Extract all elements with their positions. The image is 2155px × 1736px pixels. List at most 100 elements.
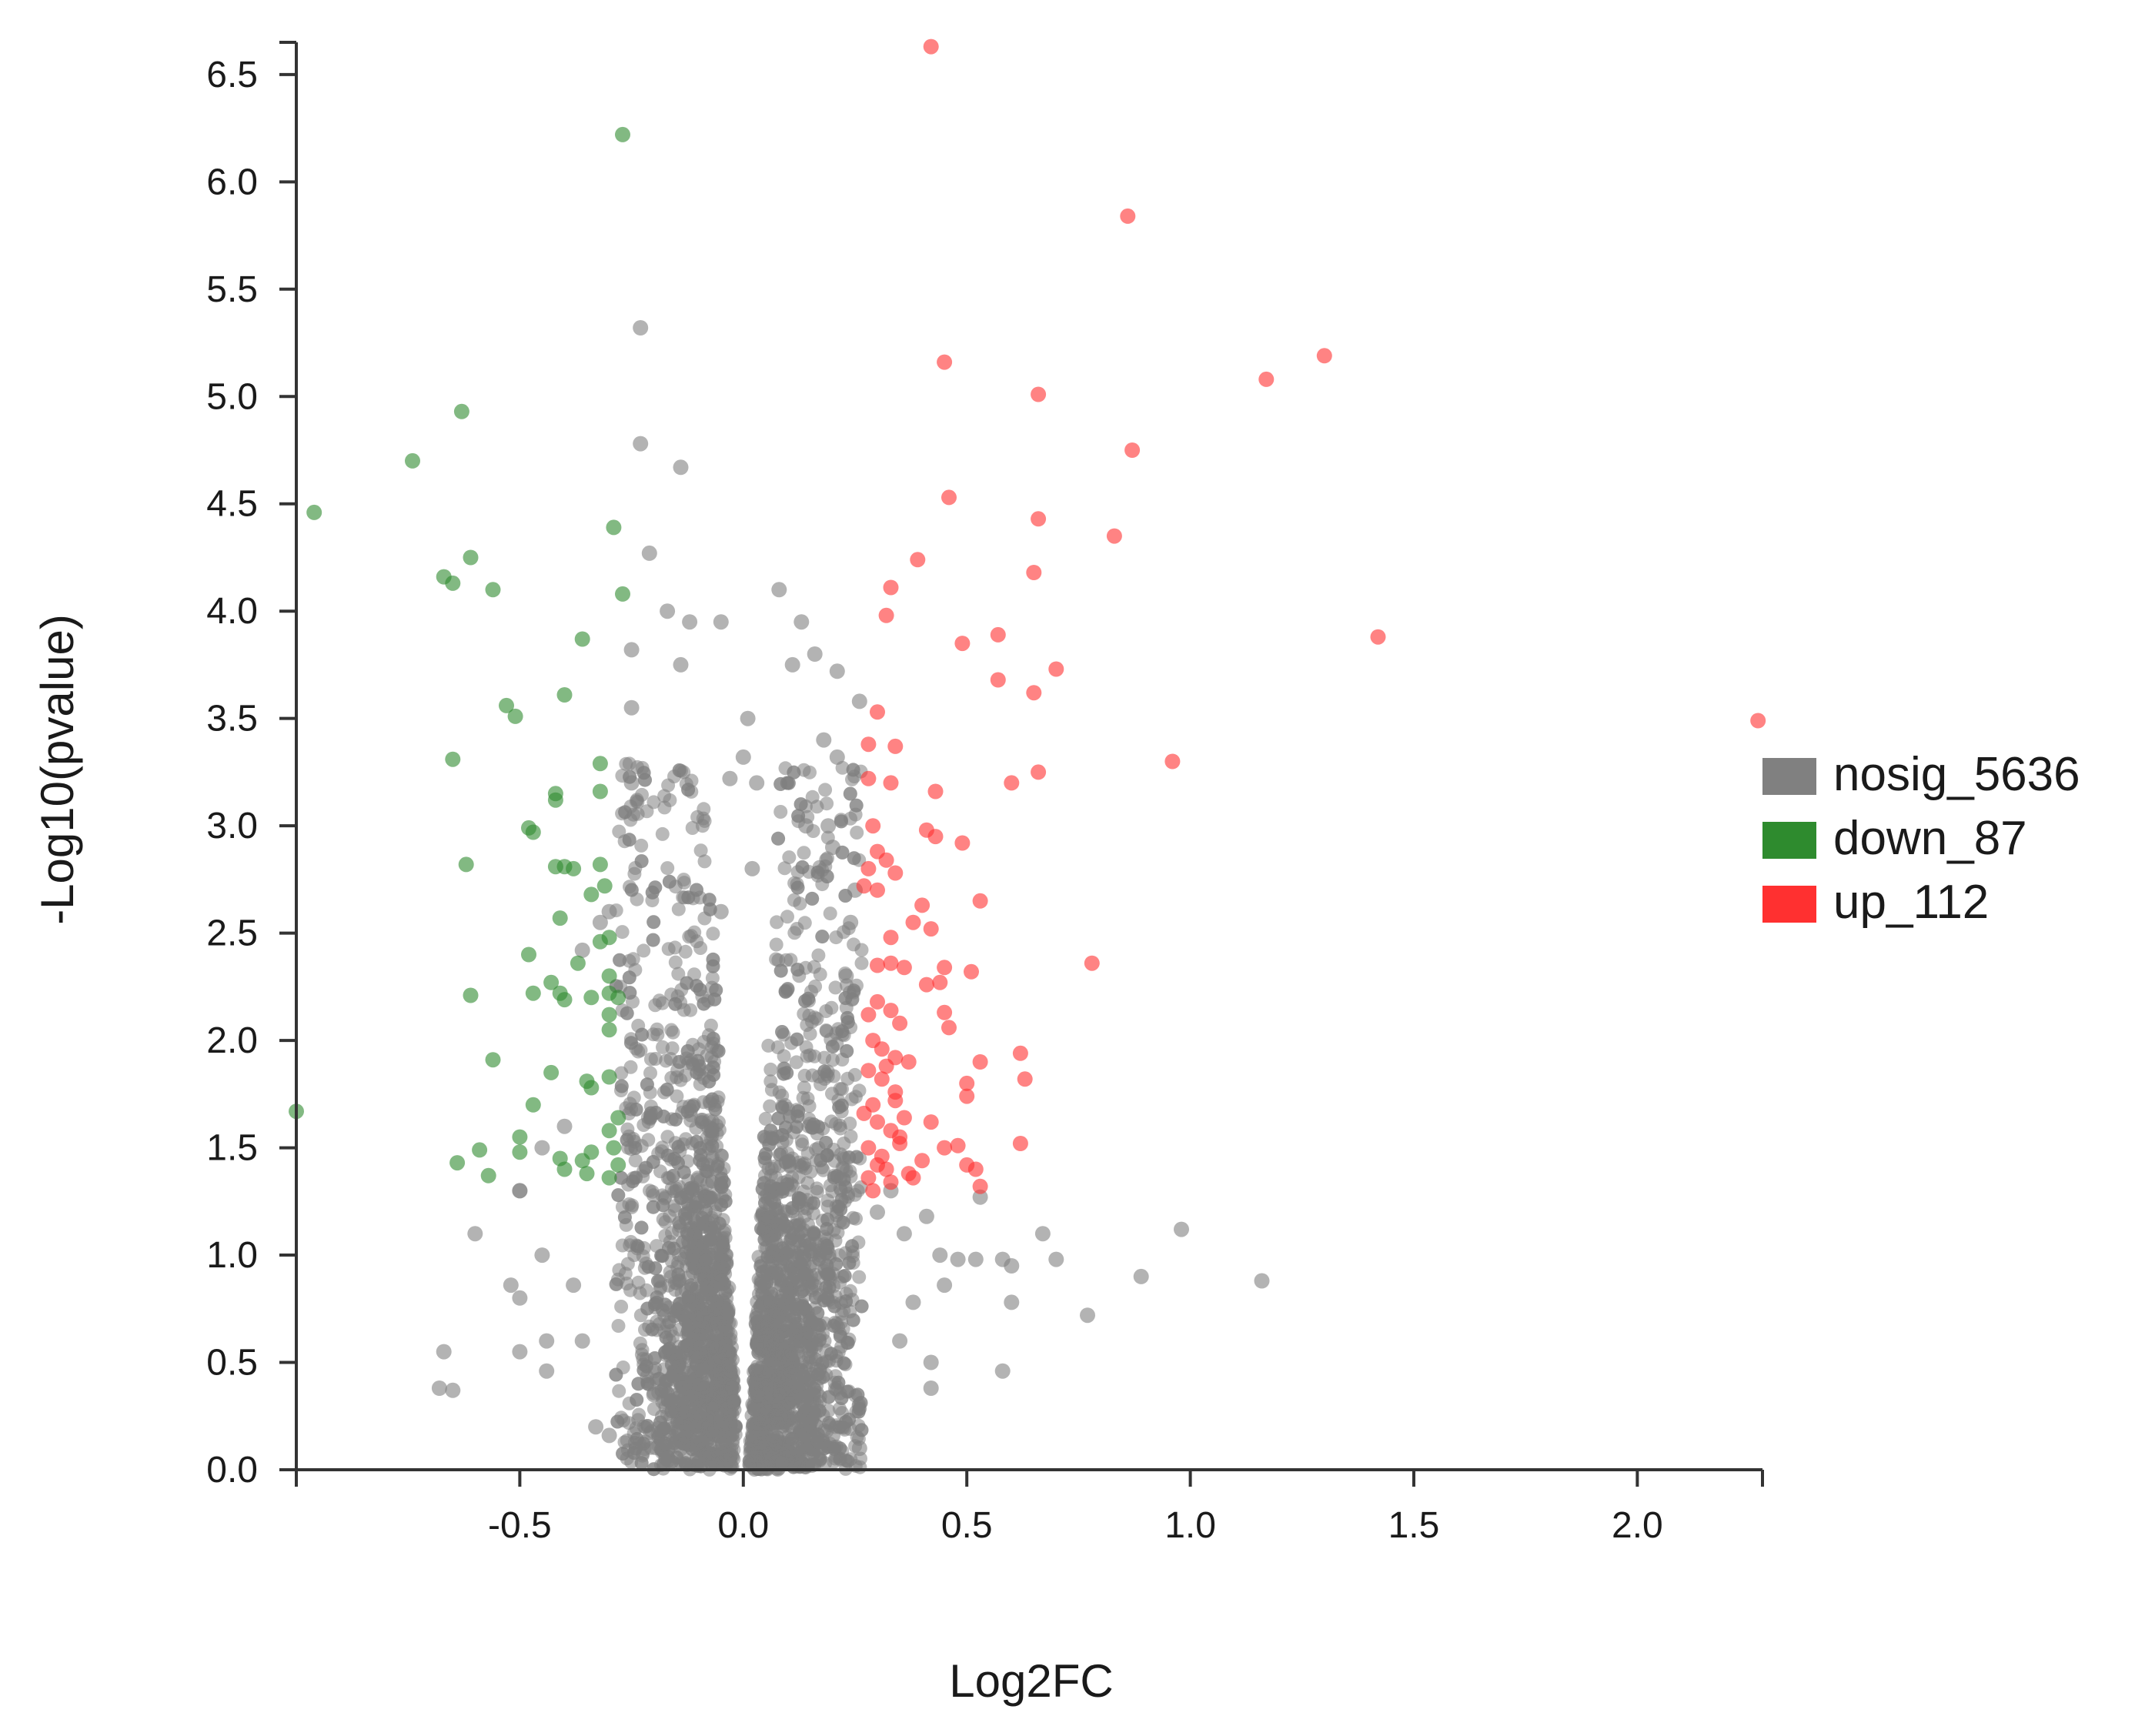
data-point-nosig [634, 1456, 649, 1471]
data-point-nosig [677, 1405, 692, 1420]
data-point-down [485, 1052, 501, 1068]
data-point-nosig [601, 1427, 617, 1444]
x-tick-label: -0.5 [488, 1505, 552, 1546]
data-point-nosig [789, 1297, 804, 1312]
data-point-nosig [610, 1414, 625, 1429]
data-point-up [883, 955, 899, 971]
data-point-down [485, 582, 501, 598]
data-point-nosig [834, 1193, 849, 1207]
data-point-nosig [797, 916, 812, 930]
data-point-nosig [697, 813, 712, 828]
data-point-nosig [784, 1431, 799, 1446]
data-point-nosig [646, 915, 661, 930]
data-point-nosig [629, 1102, 643, 1117]
data-point-nosig [800, 1440, 814, 1454]
data-point-nosig [780, 776, 794, 790]
data-point-up [860, 860, 877, 876]
y-tick-label: 3.5 [206, 699, 258, 739]
data-point-down [512, 1144, 528, 1160]
y-tick-label: 5.5 [206, 269, 258, 310]
data-point-nosig [794, 797, 808, 812]
data-point-nosig [624, 1036, 638, 1050]
data-point-up [964, 963, 979, 980]
data-point-nosig [803, 1027, 817, 1041]
data-point-nosig [771, 582, 787, 598]
data-point-up [1031, 511, 1047, 527]
data-point-nosig [658, 1451, 673, 1466]
data-point-nosig [710, 1294, 724, 1308]
data-point-nosig [827, 1454, 841, 1469]
data-point-nosig [670, 1089, 684, 1103]
data-point-down [525, 1097, 541, 1113]
data-point-nosig [779, 1120, 793, 1135]
data-point-nosig [710, 1159, 725, 1173]
data-point-nosig [829, 663, 845, 679]
data-point-nosig [695, 1210, 710, 1225]
data-point-up [914, 1153, 930, 1169]
data-point-down [610, 1157, 626, 1173]
data-point-nosig [660, 603, 676, 619]
data-point-up [887, 865, 904, 881]
data-point-nosig [808, 979, 823, 993]
data-point-nosig [854, 1423, 869, 1437]
data-point-up [990, 672, 1006, 688]
data-point-up [870, 1114, 885, 1130]
data-point-nosig [706, 1060, 720, 1075]
data-point-nosig [787, 1310, 802, 1325]
data-point-nosig [844, 1092, 859, 1107]
data-point-nosig [693, 941, 708, 955]
data-point-nosig [656, 1212, 670, 1227]
data-point-nosig [740, 710, 756, 726]
data-point-nosig [790, 963, 805, 977]
data-point-down [592, 756, 608, 772]
data-point-nosig [680, 1044, 695, 1058]
data-point-nosig [763, 1074, 778, 1089]
data-point-nosig [851, 693, 867, 709]
data-point-nosig [813, 1333, 827, 1347]
data-point-up [1048, 661, 1064, 677]
data-point-nosig [843, 914, 859, 930]
data-point-up [856, 1105, 872, 1121]
y-tick-label: 1.0 [206, 1235, 258, 1276]
data-point-nosig [760, 1275, 774, 1290]
data-point-nosig [791, 1234, 806, 1249]
data-point-nosig [636, 943, 651, 958]
data-point-nosig [932, 1247, 948, 1264]
y-tick-label: 1.5 [206, 1128, 258, 1169]
data-point-nosig [640, 804, 654, 819]
data-point-nosig [769, 1353, 783, 1367]
data-point-nosig [753, 1328, 768, 1343]
data-point-nosig [630, 1432, 644, 1446]
data-point-nosig [776, 1403, 790, 1417]
data-point-nosig [770, 1266, 784, 1280]
data-point-nosig [686, 1099, 700, 1113]
data-point-nosig [797, 846, 811, 860]
data-point-up [860, 1063, 877, 1079]
data-point-nosig [747, 1402, 761, 1417]
data-point-nosig [779, 953, 794, 967]
data-point-nosig [807, 1226, 821, 1240]
y-tick-label: 6.0 [206, 162, 258, 202]
data-point-up [923, 38, 939, 55]
data-point-nosig [657, 1422, 670, 1436]
data-point-nosig [766, 1429, 780, 1444]
data-point-nosig [666, 1169, 680, 1183]
data-point-nosig [822, 1416, 836, 1431]
data-point-nosig [646, 1387, 662, 1403]
data-point-up [937, 1140, 953, 1156]
data-point-nosig [836, 1215, 850, 1230]
data-point-nosig [708, 1102, 723, 1117]
data-point-nosig [1034, 1226, 1051, 1242]
data-point-nosig [754, 1221, 768, 1236]
legend-label: nosig_5636 [1833, 748, 2080, 801]
data-point-nosig [534, 1247, 550, 1264]
data-point-nosig [817, 1064, 832, 1079]
data-point-up [860, 736, 877, 753]
data-point-nosig [670, 1346, 683, 1360]
data-point-up [865, 818, 881, 834]
data-point-nosig [782, 1153, 797, 1168]
data-point-nosig [761, 1038, 776, 1053]
data-point-nosig [748, 1380, 763, 1395]
data-point-nosig [708, 1316, 723, 1330]
